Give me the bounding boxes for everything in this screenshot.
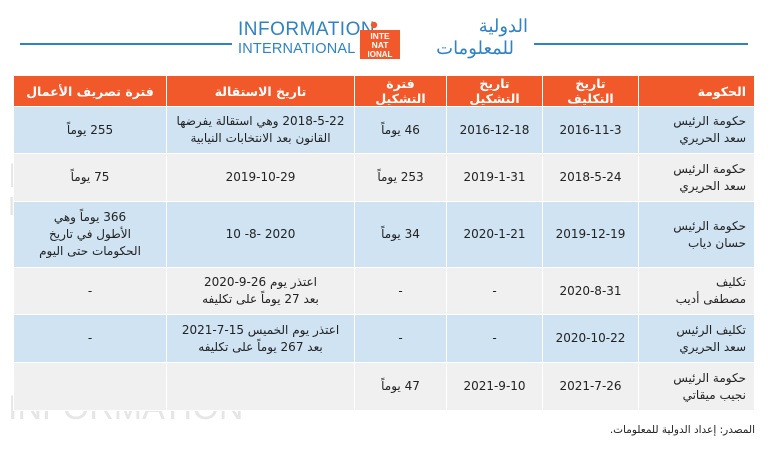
cell-assignment-date: 2020-10-22	[542, 314, 639, 363]
table-row: حكومة الرئيس حسان دياب 2019-12-19 2020-1-…	[13, 201, 755, 268]
cell-assignment-date: 2019-12-19	[542, 201, 639, 268]
table-row: حكومة الرئيس سعد الحريري 2016-11-3 2016-1…	[13, 106, 755, 154]
col-resignation-date: تاريخ الاستقالة	[166, 75, 355, 107]
cell-formation-date: -	[446, 314, 543, 363]
table-row: تكليف مصطفى أديب 2020-8-31 - - اعتذر يوم …	[13, 267, 755, 315]
svg-text:INTE: INTE	[370, 31, 390, 41]
cell-resignation-date: 2018-5-22 وهي استقالة يفرضها القانون بعد …	[166, 106, 355, 154]
cell-formation-date: -	[446, 267, 543, 315]
header-rule-right	[534, 43, 748, 45]
cell-caretaker-period	[13, 362, 167, 411]
cell-formation-period: 253 يوماً	[354, 153, 447, 202]
col-caretaker-period: فترة تصريف الأعمال	[13, 75, 167, 107]
table-header-row: الحكومة تاريخ التكليف تاريخ التشكيل فترة…	[13, 75, 755, 107]
cell-formation-period: 46 يوماً	[354, 106, 447, 154]
col-formation-date: تاريخ التشكيل	[446, 75, 543, 107]
table-row: حكومة الرئيس نجيب ميقاتي 2021-7-26 2021-9…	[13, 362, 755, 411]
cell-assignment-date: 2018-5-24	[542, 153, 639, 202]
svg-text:IONAL: IONAL	[368, 50, 393, 59]
governments-table: الحكومة تاريخ التكليف تاريخ التشكيل فترة…	[13, 75, 755, 411]
cell-caretaker-period: 75 يوماً	[13, 153, 167, 202]
svg-text:NAT: NAT	[372, 40, 390, 50]
col-assignment-date: تاريخ التكليف	[542, 75, 639, 107]
cell-government: حكومة الرئيس سعد الحريري	[638, 153, 755, 202]
cell-formation-period: 47 يوماً	[354, 362, 447, 411]
cell-formation-date: 2020-1-21	[446, 201, 543, 268]
cell-caretaker-period: 366 يوماً وهي الأطول في تاريخ الحكومات حتى…	[13, 201, 167, 268]
cell-resignation-date: اعتذر يوم الخميس 15-7-2021 بعد 267 يوماً …	[166, 314, 355, 363]
cell-government: تكليف الرئيس سعد الحريري	[638, 314, 755, 363]
cell-government: حكومة الرئيس نجيب ميقاتي	[638, 362, 755, 411]
cell-government: حكومة الرئيس سعد الحريري	[638, 106, 755, 154]
header-rule-left	[20, 43, 232, 45]
cell-formation-date: 2021-9-10	[446, 362, 543, 411]
cell-formation-period: 34 يوماً	[354, 201, 447, 268]
cell-resignation-date	[166, 362, 355, 411]
cell-caretaker-period: 255 يوماً	[13, 106, 167, 154]
cell-formation-date: 2019-1-31	[446, 153, 543, 202]
cell-formation-date: 2016-12-18	[446, 106, 543, 154]
col-government: الحكومة	[638, 75, 755, 107]
source-note: المصدر: إعداد الدولية للمعلومات.	[609, 424, 755, 436]
cell-caretaker-period: -	[13, 314, 167, 363]
table-row: تكليف الرئيس سعد الحريري 2020-10-22 - - ا…	[13, 314, 755, 363]
table-row: حكومة الرئيس سعد الحريري 2018-5-24 2019-1…	[13, 153, 755, 202]
cell-government: حكومة الرئيس حسان دياب	[638, 201, 755, 268]
cell-assignment-date: 2021-7-26	[542, 362, 639, 411]
cell-assignment-date: 2020-8-31	[542, 267, 639, 315]
logo-arabic: الدولية للمعلومات	[436, 16, 528, 59]
cell-resignation-date: 10 -8- 2020	[166, 201, 355, 268]
cell-caretaker-period: -	[13, 267, 167, 315]
cell-formation-period: -	[354, 314, 447, 363]
col-formation-period: فترة التشكيل	[354, 75, 447, 107]
cell-government: تكليف مصطفى أديب	[638, 267, 755, 315]
logo-badge-icon: INTE NAT IONAL	[360, 21, 400, 59]
cell-resignation-date: اعتذر يوم 26-9-2020 بعد 27 يوماً على تكلي…	[166, 267, 355, 315]
cell-resignation-date: 2019-10-29	[166, 153, 355, 202]
cell-formation-period: -	[354, 267, 447, 315]
cell-assignment-date: 2016-11-3	[542, 106, 639, 154]
logo-english: INFORMATION INTERNATIONAL sal	[238, 19, 376, 58]
